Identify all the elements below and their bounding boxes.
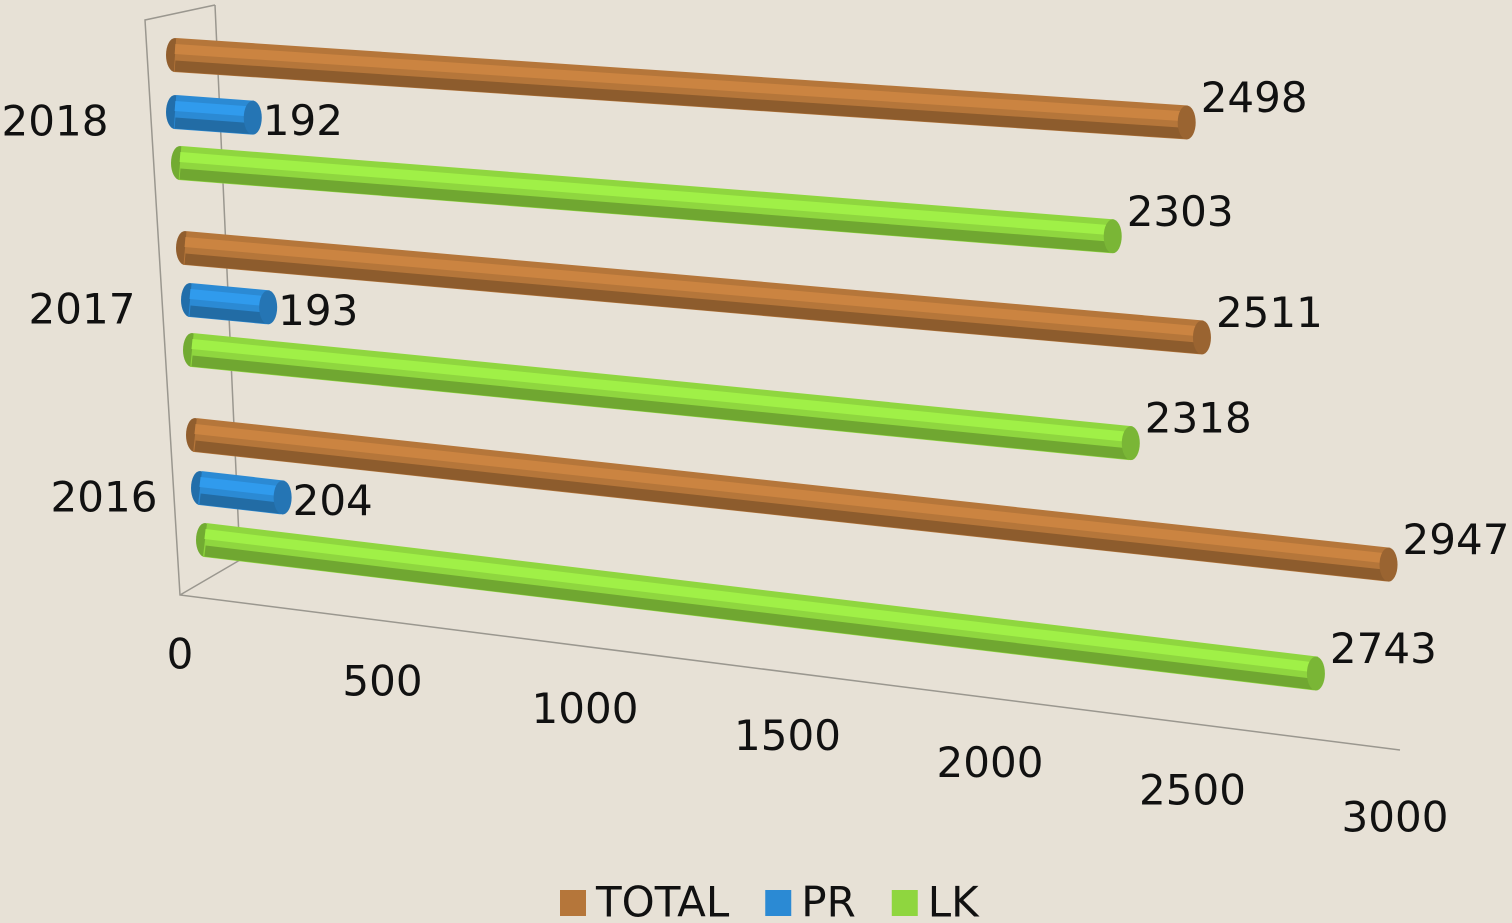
legend-label: TOTAL	[595, 878, 730, 923]
bar	[202, 523, 1318, 691]
bar	[196, 523, 1325, 691]
value-label: 2498	[1201, 73, 1308, 122]
bar	[183, 333, 1140, 461]
bar	[173, 95, 254, 135]
bar	[166, 95, 262, 135]
x-tick-label: 2000	[937, 738, 1044, 787]
x-tick-label: 1000	[532, 684, 639, 733]
value-label: 192	[263, 96, 343, 145]
value-label: 2947	[1403, 515, 1510, 564]
bar-cap-end	[1103, 219, 1122, 254]
bar-cap-end	[259, 290, 278, 325]
bar	[188, 283, 270, 325]
legend-swatch	[765, 890, 792, 916]
value-label: 2303	[1127, 187, 1234, 236]
bar	[198, 471, 285, 515]
bar-shadow	[194, 440, 1390, 582]
bar-highlight	[194, 424, 1390, 564]
value-label: 193	[278, 286, 358, 335]
x-tick-label: 1500	[734, 711, 841, 760]
bar-highlight	[204, 529, 1317, 673]
bar-cap-end	[1177, 105, 1196, 140]
x-tick-label: 3000	[1342, 793, 1449, 842]
legend-label: LK	[928, 878, 980, 923]
bar-cap-end	[243, 100, 262, 135]
bar-highlight	[191, 339, 1132, 443]
bar-shadow	[191, 355, 1132, 460]
bar	[178, 146, 1115, 254]
bar-shadow	[189, 305, 269, 324]
bar	[190, 333, 1133, 461]
bar	[173, 38, 1188, 140]
bar-highlight	[184, 237, 1203, 337]
bar-shadow	[184, 253, 1203, 354]
legend-swatch	[560, 890, 586, 916]
bar	[176, 231, 1211, 355]
bar-cap-end	[1192, 320, 1211, 355]
legend-swatch	[891, 890, 918, 916]
bar	[171, 146, 1122, 254]
bar-cap-end	[1121, 426, 1140, 461]
bar-highlight	[199, 477, 284, 497]
bar	[183, 231, 1204, 355]
x-tick-label: 500	[342, 657, 422, 706]
value-label: 2511	[1216, 288, 1323, 337]
x-tick-label: 0	[167, 630, 194, 679]
category-label: 2017	[29, 285, 136, 334]
bar-highlight	[179, 152, 1114, 236]
bar	[193, 418, 1391, 582]
legend-label: PR	[801, 878, 856, 923]
bar-cap-end	[1379, 547, 1398, 582]
bar-highlight	[174, 101, 254, 117]
value-label: 204	[293, 476, 373, 525]
bar-cap-end	[273, 480, 292, 515]
category-label: 2016	[51, 473, 158, 522]
bar-shadow	[174, 117, 254, 135]
bar-highlight	[174, 44, 1188, 122]
bar	[166, 38, 1196, 140]
category-label: 2018	[2, 97, 109, 146]
x-tick-label: 2500	[1139, 765, 1246, 814]
value-label: 2318	[1145, 394, 1252, 443]
bar	[181, 283, 278, 325]
bar-shadow	[174, 60, 1188, 139]
bar-shadow	[179, 168, 1114, 253]
bar-shadow	[204, 545, 1317, 690]
bar	[191, 471, 292, 515]
bar-shadow	[199, 493, 284, 514]
bar-highlight	[189, 289, 269, 307]
bar	[186, 418, 1398, 582]
bar-cap-end	[1306, 656, 1325, 691]
value-label: 2743	[1330, 624, 1437, 673]
frame-line	[144, 4, 1401, 751]
